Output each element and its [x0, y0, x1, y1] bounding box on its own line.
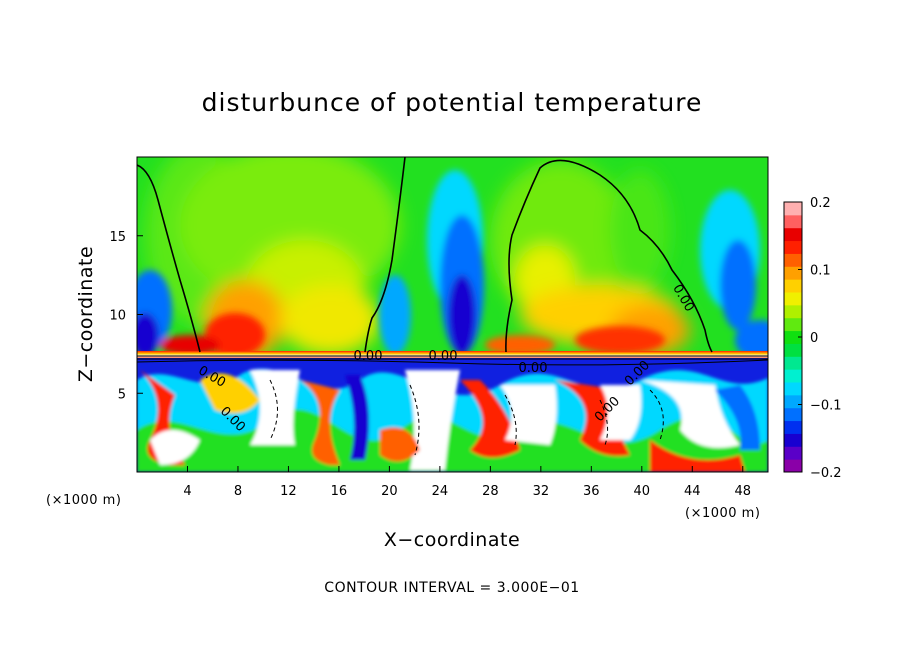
zero-contour-line — [505, 159, 713, 353]
colorbar-swatch — [784, 304, 802, 319]
x-axis: 4 8 12 16 20 24 28 32 36 40 44 48 — [183, 466, 751, 499]
colorbar-swatch — [784, 317, 802, 332]
x-tick-label: 4 — [183, 484, 191, 499]
x-tick-label: 24 — [432, 484, 449, 499]
chart-title: disturbunce of potential temperature — [202, 88, 703, 117]
heatmap-field — [137, 157, 768, 472]
colorbar-swatch — [784, 202, 802, 216]
x-tick-label: 16 — [331, 484, 348, 499]
colorbar: 0.2 0.1 0 −0.1 −0.2 — [783, 196, 842, 481]
x-tick-label: 48 — [734, 484, 751, 499]
contour-label: 0.00 — [354, 349, 383, 364]
colorbar-swatch — [784, 420, 802, 434]
colorbar-swatch — [784, 343, 802, 357]
x-tick-label: 36 — [583, 484, 600, 499]
dashed-contour-line — [269, 379, 664, 456]
x-tick-label: 32 — [533, 484, 550, 499]
colorbar-swatch — [784, 459, 802, 473]
x-tick-label: 20 — [381, 484, 398, 499]
colorbar-swatch — [784, 240, 802, 254]
x-tick-label: 12 — [280, 484, 297, 499]
x-axis-title: X−coordinate — [384, 529, 520, 551]
colorbar-swatch — [784, 382, 802, 396]
x-tick-label: 8 — [234, 484, 242, 499]
colorbar-swatch — [784, 253, 802, 267]
colorbar-swatch — [784, 266, 802, 280]
colorbar-swatch — [784, 369, 802, 383]
colorbar-swatch — [784, 279, 802, 293]
x-unit-right: (×1000 m) — [685, 506, 760, 521]
x-tick-label: 28 — [482, 484, 499, 499]
contour-interval-note: CONTOUR INTERVAL = 3.000E−01 — [324, 580, 579, 596]
y-tick-label: 5 — [118, 387, 126, 402]
colorbar-swatch — [784, 394, 802, 409]
colorbar-swatch — [784, 214, 802, 229]
colorbar-swatch — [784, 292, 802, 306]
interface-contours — [137, 355, 768, 366]
y-axis-title: Z−coordinate — [75, 246, 97, 382]
colorbar-swatch — [784, 433, 802, 447]
y-tick-label: 15 — [109, 230, 126, 245]
colorbar-swatch — [784, 356, 802, 370]
colorbar-swatch — [784, 330, 802, 344]
contour-lines — [137, 157, 768, 456]
contour-label: 0.00 — [429, 349, 458, 364]
y-axis: 5 10 15 — [109, 230, 143, 402]
x-tick-label: 40 — [634, 484, 651, 499]
zero-contour-line — [137, 164, 201, 353]
colorbar-tick-label: −0.1 — [810, 399, 842, 414]
colorbar-swatch — [784, 227, 802, 242]
zero-contour-line — [364, 157, 406, 353]
colorbar-tick-label: −0.2 — [810, 466, 842, 481]
colorbar-tick-label: 0 — [810, 331, 818, 346]
colorbar-swatch — [784, 446, 802, 460]
x-unit-left: (×1000 m) — [46, 493, 121, 508]
colorbar-tick-label: 0.2 — [810, 196, 831, 211]
colorbar-swatch — [784, 407, 802, 422]
y-tick-label: 10 — [109, 309, 126, 324]
colorbar-tick-label: 0.1 — [810, 264, 831, 279]
x-tick-label: 44 — [684, 484, 701, 499]
contour-label: 0.00 — [519, 361, 548, 376]
